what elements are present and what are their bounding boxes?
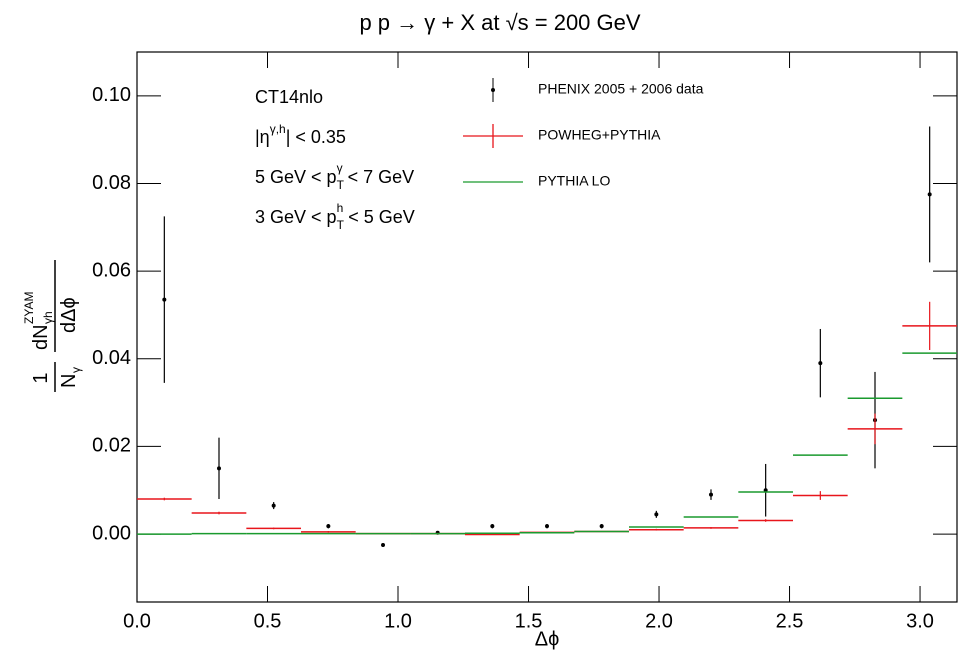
y-label-part: ZYAM bbox=[22, 292, 36, 324]
annotation-text: 5 GeV < p bbox=[255, 167, 337, 187]
data-point bbox=[216, 466, 221, 471]
data-point bbox=[381, 543, 386, 548]
annotation-script: h bbox=[337, 201, 344, 215]
data-point bbox=[654, 512, 659, 517]
y-tick-label: 0.06 bbox=[92, 259, 131, 281]
x-tick-label: 2.5 bbox=[776, 610, 804, 632]
y-tick-label: 0.00 bbox=[92, 522, 131, 544]
annotation-text: |η bbox=[255, 127, 270, 147]
y-label-part: N bbox=[58, 374, 80, 388]
annotation-text: 3 GeV < p bbox=[255, 207, 337, 227]
legend-label: POWHEG+PYTHIA bbox=[538, 127, 661, 143]
chart-title: p p → γ + X at √s = 200 GeV bbox=[359, 10, 640, 35]
data-point bbox=[162, 297, 167, 302]
data-point bbox=[271, 503, 276, 508]
annotation-text: | < 0.35 bbox=[286, 127, 346, 147]
annotation: 5 GeV < pTγ < 7 GeV bbox=[255, 161, 414, 192]
x-tick-label: 1.5 bbox=[515, 610, 543, 632]
x-tick-label: 0.0 bbox=[123, 610, 151, 632]
y-tick-label: 0.10 bbox=[92, 84, 131, 106]
plot-frame bbox=[136, 51, 958, 603]
annotation-script: T bbox=[337, 218, 345, 232]
y-label-part: dΔϕ bbox=[58, 297, 80, 333]
data-point bbox=[545, 524, 549, 529]
annotation: CT14nlo bbox=[255, 87, 323, 107]
y-label-part: γ bbox=[69, 367, 83, 373]
data-point bbox=[708, 492, 713, 497]
x-axis-label: Δϕ bbox=[535, 628, 560, 650]
annotation-text: < 5 GeV bbox=[343, 207, 415, 227]
y-tick-label: 0.04 bbox=[92, 347, 131, 369]
data-point bbox=[818, 361, 823, 366]
annotation-script: γ bbox=[337, 161, 343, 175]
data-point bbox=[599, 524, 604, 529]
y-label-part: dN bbox=[30, 324, 52, 350]
x-tick-label: 0.5 bbox=[254, 610, 282, 632]
y-label-part: γh bbox=[41, 311, 55, 324]
annotation-script: T bbox=[337, 178, 345, 192]
y-label-part: 1 bbox=[30, 372, 52, 383]
data-point bbox=[326, 524, 331, 529]
annotation: |ηγ,h| < 0.35 bbox=[255, 122, 346, 147]
x-tick-label: 1.0 bbox=[384, 610, 412, 632]
data-point bbox=[927, 192, 932, 197]
x-tick-label: 3.0 bbox=[906, 610, 934, 632]
annotation-script: γ,h bbox=[270, 122, 286, 136]
x-tick-label: 2.0 bbox=[645, 610, 673, 632]
annotation-text: CT14nlo bbox=[255, 87, 323, 107]
legend-label: PHENIX 2005 + 2006 data bbox=[538, 81, 704, 97]
annotation: 3 GeV < pTh < 5 GeV bbox=[255, 201, 415, 232]
annotation-text: < 7 GeV bbox=[343, 167, 415, 187]
y-tick-label: 0.08 bbox=[92, 172, 131, 194]
y-tick-label: 0.02 bbox=[92, 435, 131, 457]
data-point bbox=[490, 524, 495, 529]
y-axis-label: 1 N γ dN ZYAM γh dΔϕ bbox=[22, 260, 83, 392]
data-point bbox=[763, 488, 768, 493]
legend-marker bbox=[491, 88, 495, 92]
legend-label: PYTHIA LO bbox=[538, 173, 610, 189]
